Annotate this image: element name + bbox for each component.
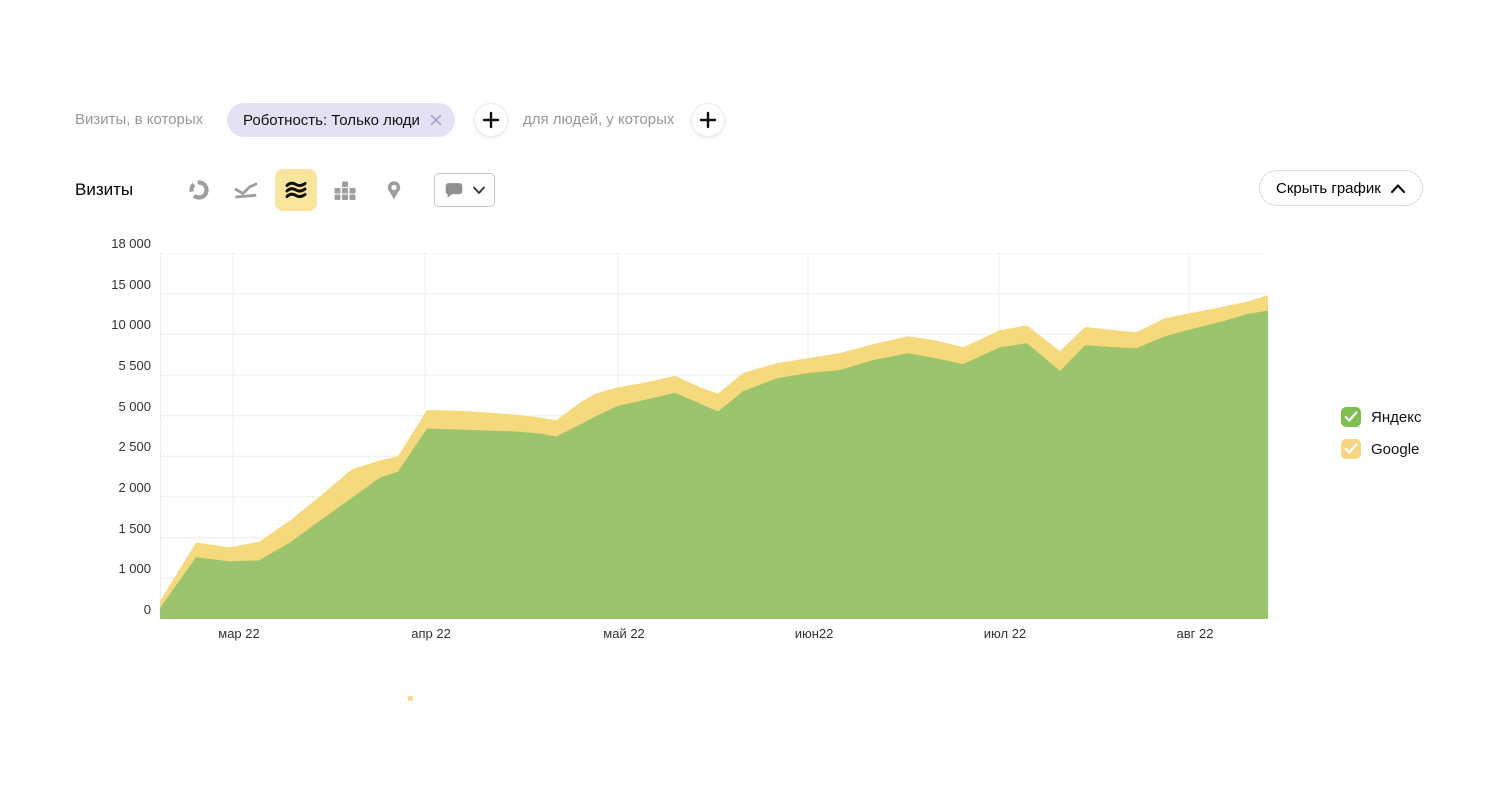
visits-condition-label: Визиты, в которых (75, 111, 204, 128)
legend-item-google[interactable]: Google (1341, 439, 1419, 459)
hide-chart-label: Скрыть график (1276, 179, 1381, 197)
pie-chart-icon (189, 180, 209, 200)
segment-chip-label: Роботность: Только люди (243, 111, 420, 129)
google-checkbox[interactable] (1341, 439, 1361, 459)
y-tick-label: 2 000 (118, 480, 151, 495)
columns-chart-icon (334, 181, 356, 200)
chart-title: Визиты (75, 180, 134, 199)
y-tick-label: 18 000 (111, 236, 151, 251)
add-people-condition-button[interactable] (691, 103, 725, 137)
legend-label-yandex: Яндекс (1371, 408, 1422, 426)
y-tick-label: 1 000 (118, 561, 151, 577)
yandex-area-series (160, 310, 1268, 619)
stray-yellow-dot (408, 696, 413, 701)
chart-type-pie-button[interactable] (178, 169, 220, 211)
chevron-down-icon (473, 186, 485, 194)
x-tick-label: мар 22 (218, 626, 260, 641)
add-visit-condition-button[interactable] (474, 103, 508, 137)
chart-type-stacked-area-button[interactable] (275, 169, 317, 211)
chart-type-line-button[interactable] (225, 169, 267, 211)
y-tick-label: 2 500 (118, 439, 151, 455)
legend-label-google: Google (1371, 440, 1420, 458)
people-condition-label: для людей, у которых (523, 111, 675, 128)
chevron-up-icon (1390, 183, 1405, 193)
yandex-checkbox[interactable] (1341, 407, 1361, 427)
hide-chart-button[interactable]: Скрыть график (1259, 170, 1423, 206)
x-tick-label: июл 22 (983, 626, 1027, 641)
checkmark-icon (1344, 411, 1358, 422)
y-tick-label: 5 000 (118, 398, 151, 414)
x-tick-label: июн22 (794, 626, 834, 641)
comment-bubble-icon (445, 183, 463, 198)
checkmark-icon (1344, 443, 1358, 454)
y-tick-label: 10 000 (111, 317, 151, 333)
y-tick-label: 0 (143, 602, 151, 617)
x-tick-label: май 22 (603, 626, 645, 641)
remove-filter-icon[interactable] (430, 114, 442, 126)
chart-type-columns-button[interactable] (324, 169, 366, 211)
y-tick-label: 15 000 (111, 276, 151, 292)
chart-type-geo-map-button[interactable] (373, 169, 415, 211)
comments-dropdown-button[interactable] (434, 173, 495, 207)
x-tick-label: авг 22 (1176, 626, 1214, 641)
segment-chip[interactable]: Роботность: Только люди (227, 103, 455, 137)
y-tick-label: 5 500 (118, 358, 151, 373)
y-tick-label: 1 500 (118, 520, 151, 536)
plus-icon (699, 111, 717, 129)
plus-icon (482, 111, 500, 129)
x-tick-label: апр 22 (411, 626, 451, 641)
visits-stacked-area-chart (160, 253, 1268, 619)
line-chart-icon (234, 182, 258, 199)
legend-item-yandex[interactable]: Яндекс (1341, 407, 1421, 427)
stacked-area-icon (285, 181, 307, 199)
geo-map-icon (387, 181, 401, 200)
